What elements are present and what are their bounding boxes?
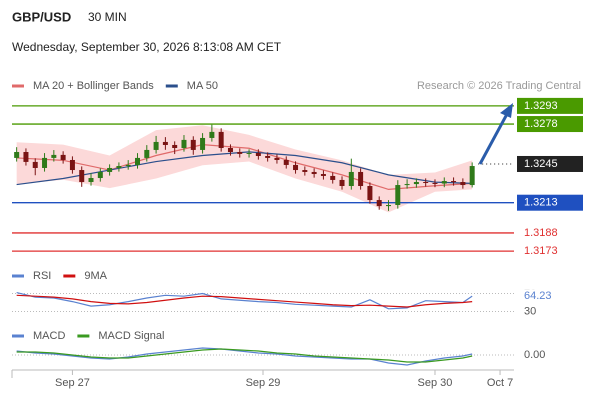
candle-body [395,185,401,206]
candle-body [144,149,150,158]
level-label: 1.3293 [524,100,558,112]
candle-body [451,181,457,183]
candle-body [469,166,475,186]
candle-body [200,137,206,150]
level-label-box [517,155,583,172]
candle-body [413,182,419,185]
candle-body [153,141,159,150]
interval: 30 MIN [88,10,127,24]
candle-body [227,148,233,152]
candle-body [69,159,75,171]
level-label: 1.3278 [524,118,558,130]
candle-body [441,181,447,184]
candle-body [88,178,94,183]
candle-body [432,182,438,184]
level-label-box [517,116,583,133]
bollinger-band [16,125,473,213]
candle-body [460,182,466,186]
candle-body [135,157,140,165]
candle-body [311,171,317,175]
candle-body [190,139,196,150]
legend-label: MA 20 + Bollinger Bands [33,80,154,92]
candle-body [218,131,224,149]
candle-body [125,164,131,167]
candle-body [367,186,373,201]
legend-label: MA 50 [187,80,218,92]
y-tick-label: 0.00 [524,349,545,361]
candle-body [181,139,187,149]
candle-body [339,179,345,187]
candle-body [60,154,66,160]
legend-label: MACD [33,330,65,342]
indicator-line [16,347,473,366]
level-label: 1.3213 [524,197,558,209]
candle-body [51,154,57,158]
candle-body [32,161,38,168]
credit: Research © 2026 Trading Central [417,80,581,92]
candle-body [330,175,336,180]
candle-body [107,167,113,172]
x-tick-label: Sep 29 [246,377,281,389]
candle-body [423,182,429,184]
symbol: GBP/USD [12,9,71,24]
candle-body [283,159,289,165]
level-label: 1.3173 [524,245,558,257]
candle-body [209,131,215,138]
forecast-arrowhead [500,103,513,118]
candle-body [162,141,168,145]
last-value-label: 64.23 [524,290,552,302]
forecast-arrow [478,113,509,165]
candle-body [274,157,280,160]
candle-body [246,152,252,154]
x-tick-label: Sep 27 [55,377,90,389]
candle-body [386,205,391,207]
candle-body [376,200,382,207]
candle-body [23,151,29,162]
candle-body [79,170,85,183]
x-tick-label: Sep 30 [418,377,453,389]
indicator-line [16,294,473,308]
candle-body [14,151,20,158]
candle-body [237,151,243,154]
candle-body [348,171,354,187]
candle-body [404,184,410,186]
candle-body [97,171,103,179]
moving-average [16,144,473,190]
indicator-line [16,348,473,363]
x-tick-label: Oct 7 [487,377,513,389]
level-label: 1.3245 [524,158,558,170]
legend-label: 9MA [84,270,107,282]
candle-body [255,152,261,156]
legend-label: RSI [33,270,51,282]
level-label-box [517,97,583,114]
y-tick-label: 30 [524,305,536,317]
candle-body [320,174,326,176]
candle-body [265,155,271,158]
last-value-box [517,289,567,304]
candle-body [358,171,364,187]
candle-body [42,157,48,168]
level-label-box [517,194,583,211]
candle-body [302,170,308,172]
datetime: Wednesday, September 30, 2026 8:13:08 AM… [12,40,282,54]
candle-body [293,164,299,171]
legend-label: MACD Signal [98,330,164,342]
candle-body [172,144,178,149]
indicator-line [16,292,473,310]
candle-body [116,166,122,168]
level-label: 1.3188 [524,227,558,239]
